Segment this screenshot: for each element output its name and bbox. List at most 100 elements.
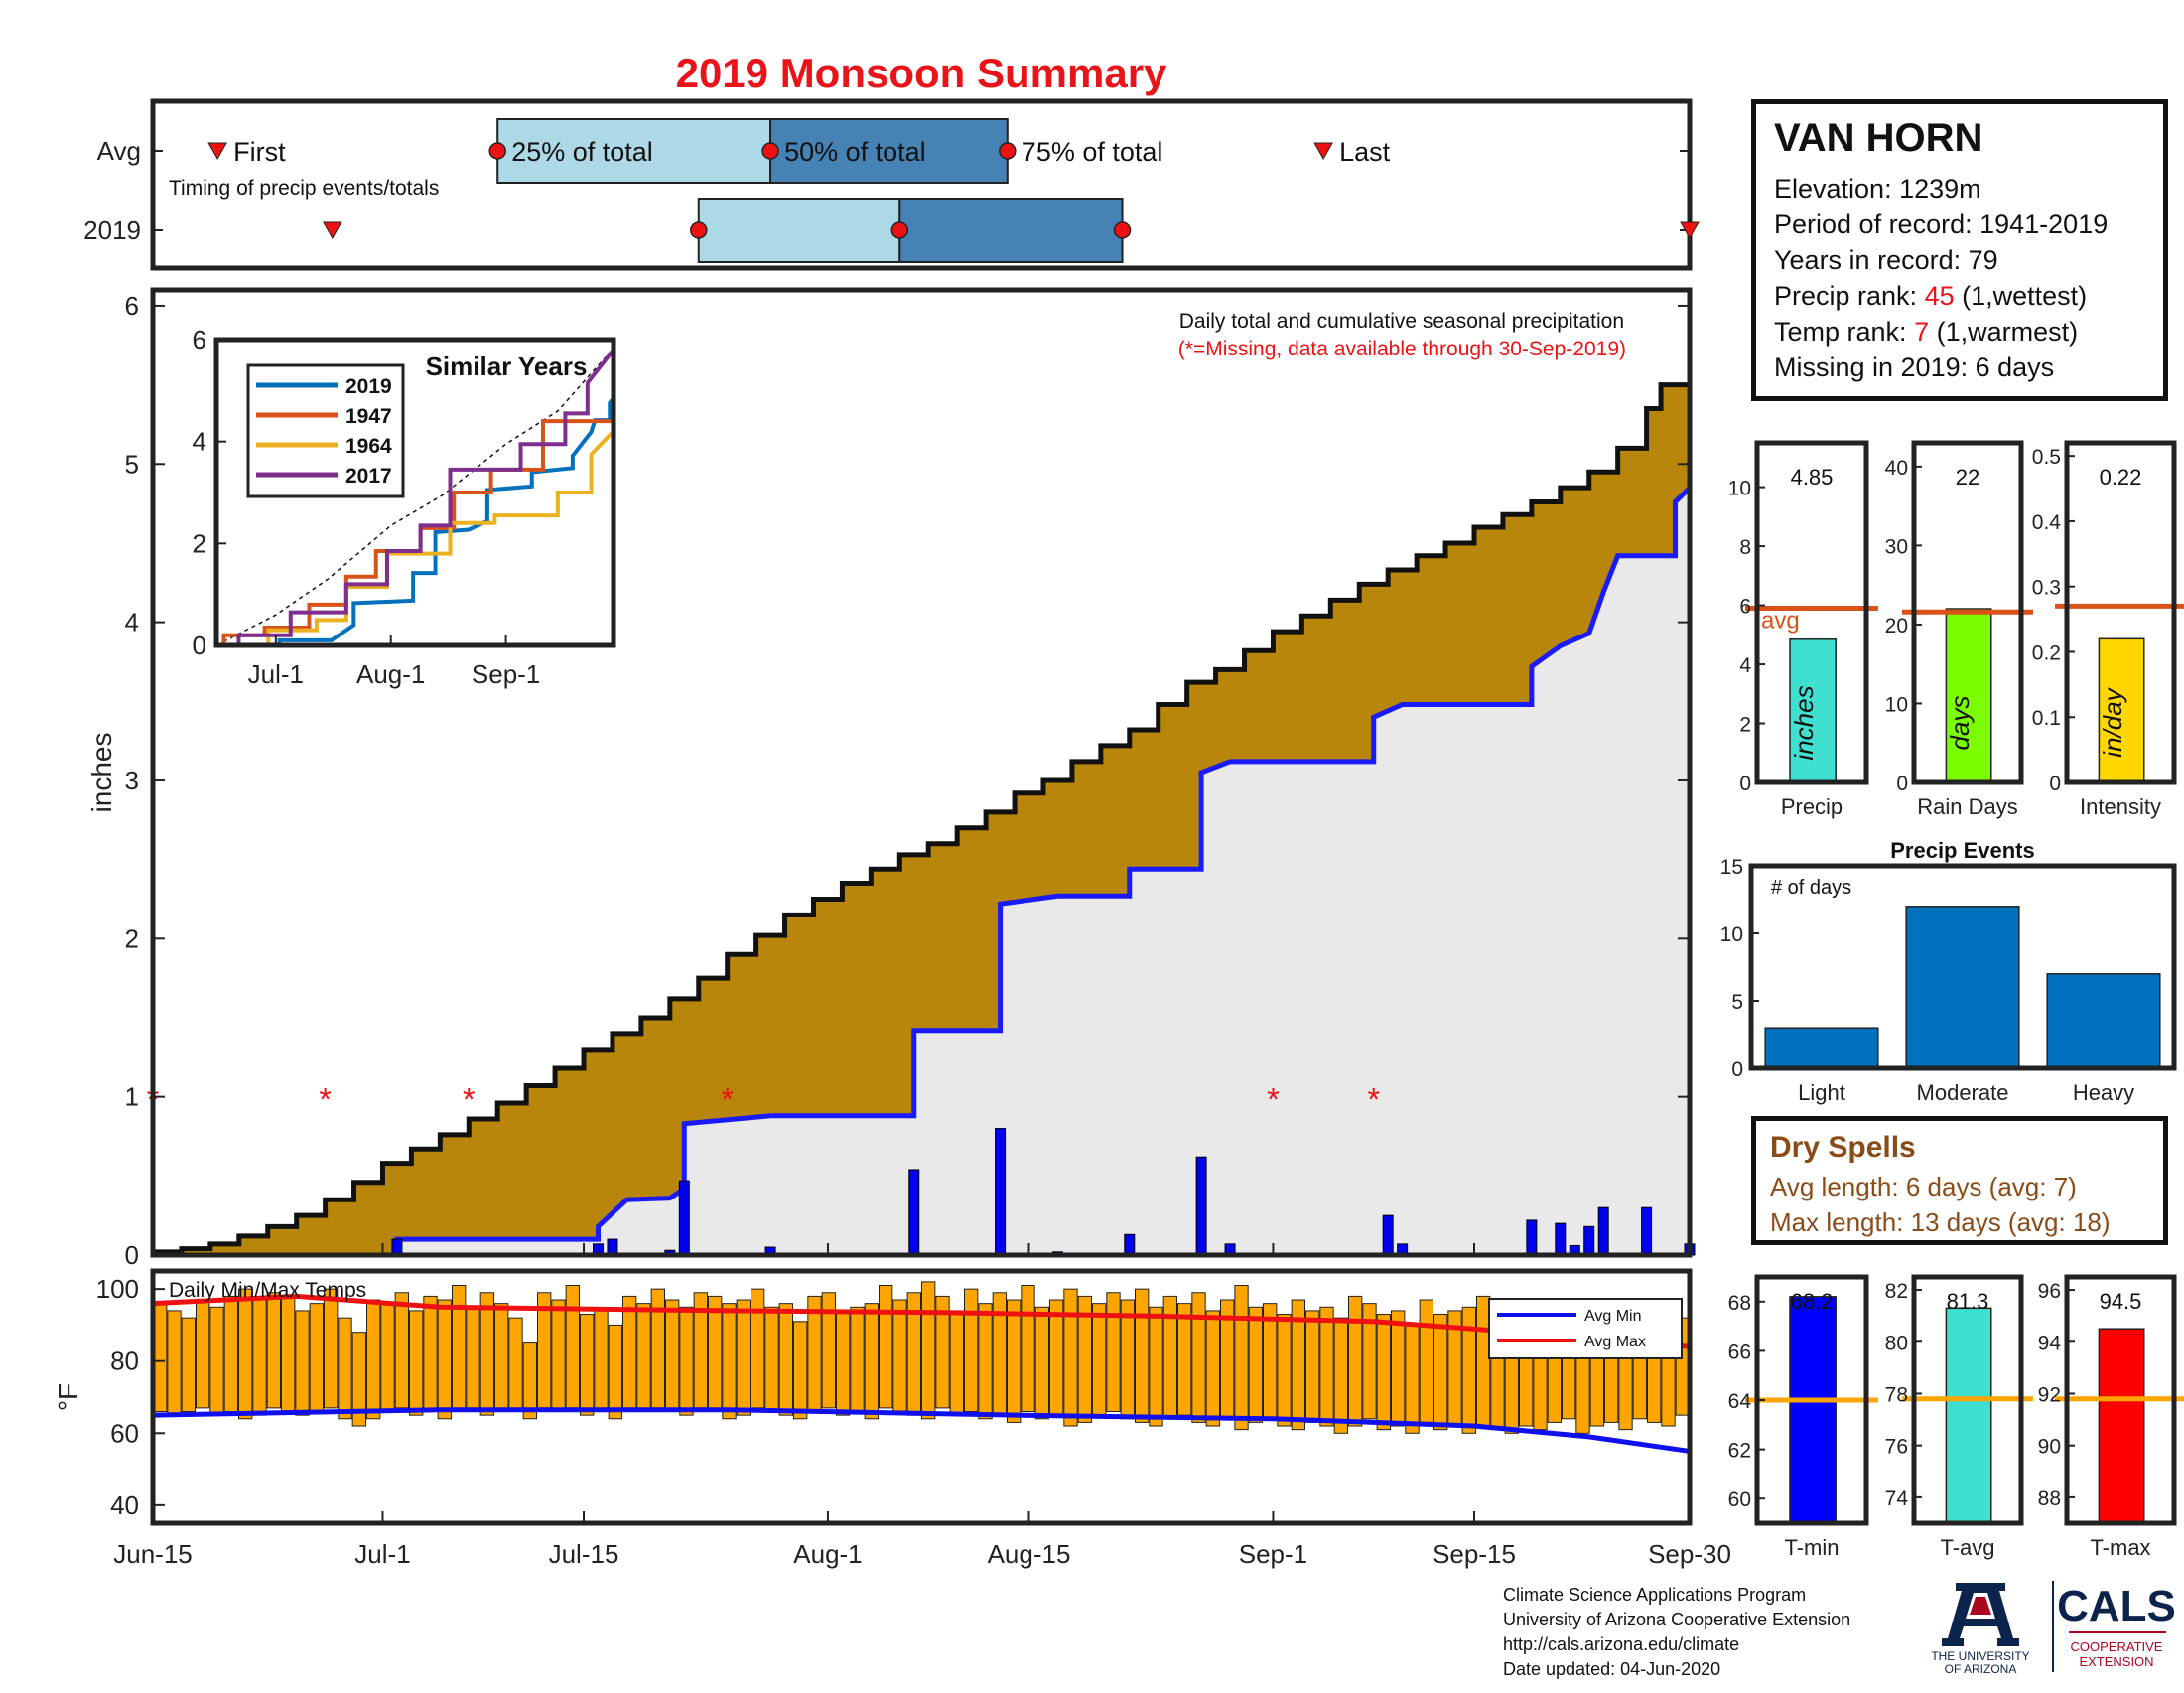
summary_tavg-ytick-label-1: 76: [1885, 1436, 1908, 1459]
temps-ytick-label-2: 80: [110, 1346, 139, 1376]
station-period: Period of record: 1941-2019: [1774, 210, 2109, 239]
temps-legend-box: [1488, 1298, 1683, 1359]
temps-panel: 40 60 80 100 Jun-15 Jul-1 Jul-15 Aug-1 Aug-15 Sep…: [53, 1268, 1731, 1569]
events-ytick-label-1: 5: [1731, 991, 1743, 1014]
temp-bar-80: [1291, 1299, 1305, 1431]
daily-precip-bar-16: [1555, 1222, 1567, 1256]
timing-marker-p75-0: [999, 142, 1017, 160]
temp-bar-13: [338, 1317, 352, 1420]
temps-title: Daily Min/Max Temps: [169, 1279, 366, 1302]
temp-bar-93: [1476, 1295, 1491, 1427]
summary_precip-ytick-label-5: 10: [1728, 478, 1751, 500]
daily-precip-bar-11: [1195, 1156, 1207, 1256]
temp-bar-21: [452, 1285, 467, 1413]
x-axis-label-2: Jul-15: [549, 1539, 619, 1569]
precip-ytick-label-2: 2: [125, 923, 139, 953]
summary_precip-ytick-label-2: 4: [1739, 654, 1751, 677]
timing-marker-p75-1: [1113, 221, 1132, 239]
summary_tmin-ytick-label-4: 68: [1728, 1292, 1751, 1315]
precip-ytick-label-6: 6: [125, 291, 139, 321]
cals-logo-text: CALS: [2057, 1582, 2176, 1630]
summary_precip-ytick-label-4: 8: [1739, 536, 1751, 559]
cumulative-2019-line: [153, 486, 1692, 1258]
summary_raindays-xlabel: Rain Days: [1917, 794, 2017, 819]
timing-row-label-0: Avg: [97, 136, 141, 166]
temp-bar-45: [793, 1321, 808, 1420]
temp-rank-value: 7: [1914, 317, 1930, 347]
temp-bar-49: [850, 1306, 865, 1413]
temp-bar-62: [1034, 1306, 1049, 1420]
precip-frame: [150, 287, 1693, 1258]
timing-marker-p50-0: [761, 142, 779, 160]
temp-bar-26: [522, 1342, 538, 1420]
timing-frame: [150, 98, 1693, 271]
temp-bar-14: [351, 1332, 366, 1427]
temps-ytick-label-0: 40: [110, 1490, 139, 1520]
summary_tmax-bar: [2098, 1328, 2145, 1524]
temp-bar-50: [864, 1303, 880, 1420]
summary_tmin-bar: [1789, 1296, 1837, 1524]
events-bar-heavy: [2046, 973, 2161, 1069]
temp-bar-65: [1077, 1295, 1092, 1423]
similar-title: Similar Years: [426, 352, 588, 381]
x-axis-label-5: Sep-1: [1239, 1539, 1307, 1569]
summary_tmax-ytick-label-1: 90: [2038, 1436, 2061, 1459]
summary_raindays-ytick-label-4: 40: [1885, 457, 1908, 480]
similar-legend-label-1947: 1947: [345, 405, 392, 428]
temp-bar-25: [508, 1317, 523, 1413]
events-category-label-2: Heavy: [2073, 1080, 2134, 1105]
summary_tmin-xlabel: T-min: [1785, 1535, 1840, 1560]
temp-bar-79: [1277, 1314, 1292, 1427]
temp-bar-4: [209, 1306, 224, 1416]
summary_tmin-ytick-label-2: 64: [1728, 1390, 1752, 1413]
temp-bar-76: [1234, 1285, 1249, 1431]
temp-bar-83: [1333, 1317, 1348, 1434]
summary_tmin-ytick-label-1: 62: [1728, 1440, 1751, 1463]
summary_tmin-ytick-label-3: 66: [1728, 1340, 1751, 1363]
dry-spells-box: Dry Spells Avg length: 6 days (avg: 7) M…: [1751, 1116, 2168, 1245]
summary_intensity-ytick-label-3: 0.3: [2032, 577, 2061, 600]
dry-spells-max: Max length: 13 days (avg: 18): [1770, 1207, 2111, 1237]
temp-bar-85: [1362, 1303, 1377, 1420]
similar-frame: [213, 337, 616, 648]
summary_precip-ytick-label-3: 6: [1739, 596, 1751, 619]
events-ytick-label-2: 10: [1720, 923, 1743, 946]
temp-bar-44: [778, 1303, 794, 1416]
timing-label-p75: 75% of total: [1022, 137, 1163, 167]
timing-label-first: First: [233, 137, 286, 167]
temp-bar-6: [238, 1288, 253, 1420]
timing-box-q2-1: [898, 198, 1124, 263]
temp-bar-73: [1191, 1292, 1206, 1423]
similar-xtick-label-0: Jul-1: [248, 659, 304, 689]
station-info-box: VAN HORN Elevation: 1239m Period of reco…: [1751, 99, 2168, 401]
temp-bar-82: [1319, 1306, 1334, 1427]
temp-bar-19: [423, 1295, 438, 1413]
temps-ytick-label-1: 60: [110, 1418, 139, 1448]
daily-precip-bar-15: [1526, 1219, 1538, 1256]
temp-bar-47: [821, 1292, 837, 1409]
temp-bar-5: [223, 1295, 239, 1413]
similar-series-line-2019: [216, 396, 615, 647]
timing-label-p25: 25% of total: [511, 137, 653, 167]
temps-ytick-label-3: 100: [96, 1274, 139, 1304]
temp-bar-16: [380, 1303, 395, 1413]
temp-bar-22: [466, 1306, 480, 1409]
cals-logo: CALS COOPERATIVE EXTENSION: [2052, 1581, 2176, 1672]
summary_tmax-ytick-label-4: 96: [2038, 1280, 2061, 1303]
x-axis-label-4: Aug-15: [988, 1539, 1071, 1569]
precip-panel-title: Daily total and cumulative seasonal prec…: [1179, 310, 1624, 333]
temp-bar-8: [266, 1292, 281, 1409]
events-ytick-label-3: 15: [1720, 856, 1743, 879]
summary_tavg-xlabel: T-avg: [1940, 1535, 1994, 1560]
summary_precip-value-label: 4.85: [1791, 465, 1834, 490]
summary_tmax-ytick-label-2: 92: [2038, 1383, 2061, 1406]
summary_precip-ytick-label-0: 0: [1739, 773, 1751, 795]
temp-bar-54: [921, 1281, 936, 1420]
similar-series-line-2017: [216, 349, 615, 647]
temp-bar-40: [722, 1303, 737, 1420]
footer-line-2: University of Arizona Cooperative Extens…: [1503, 1610, 1851, 1629]
avg-max-line: [152, 1293, 1691, 1349]
precip-panel-subtitle: (*=Missing, data available through 30-Se…: [1178, 338, 1626, 360]
